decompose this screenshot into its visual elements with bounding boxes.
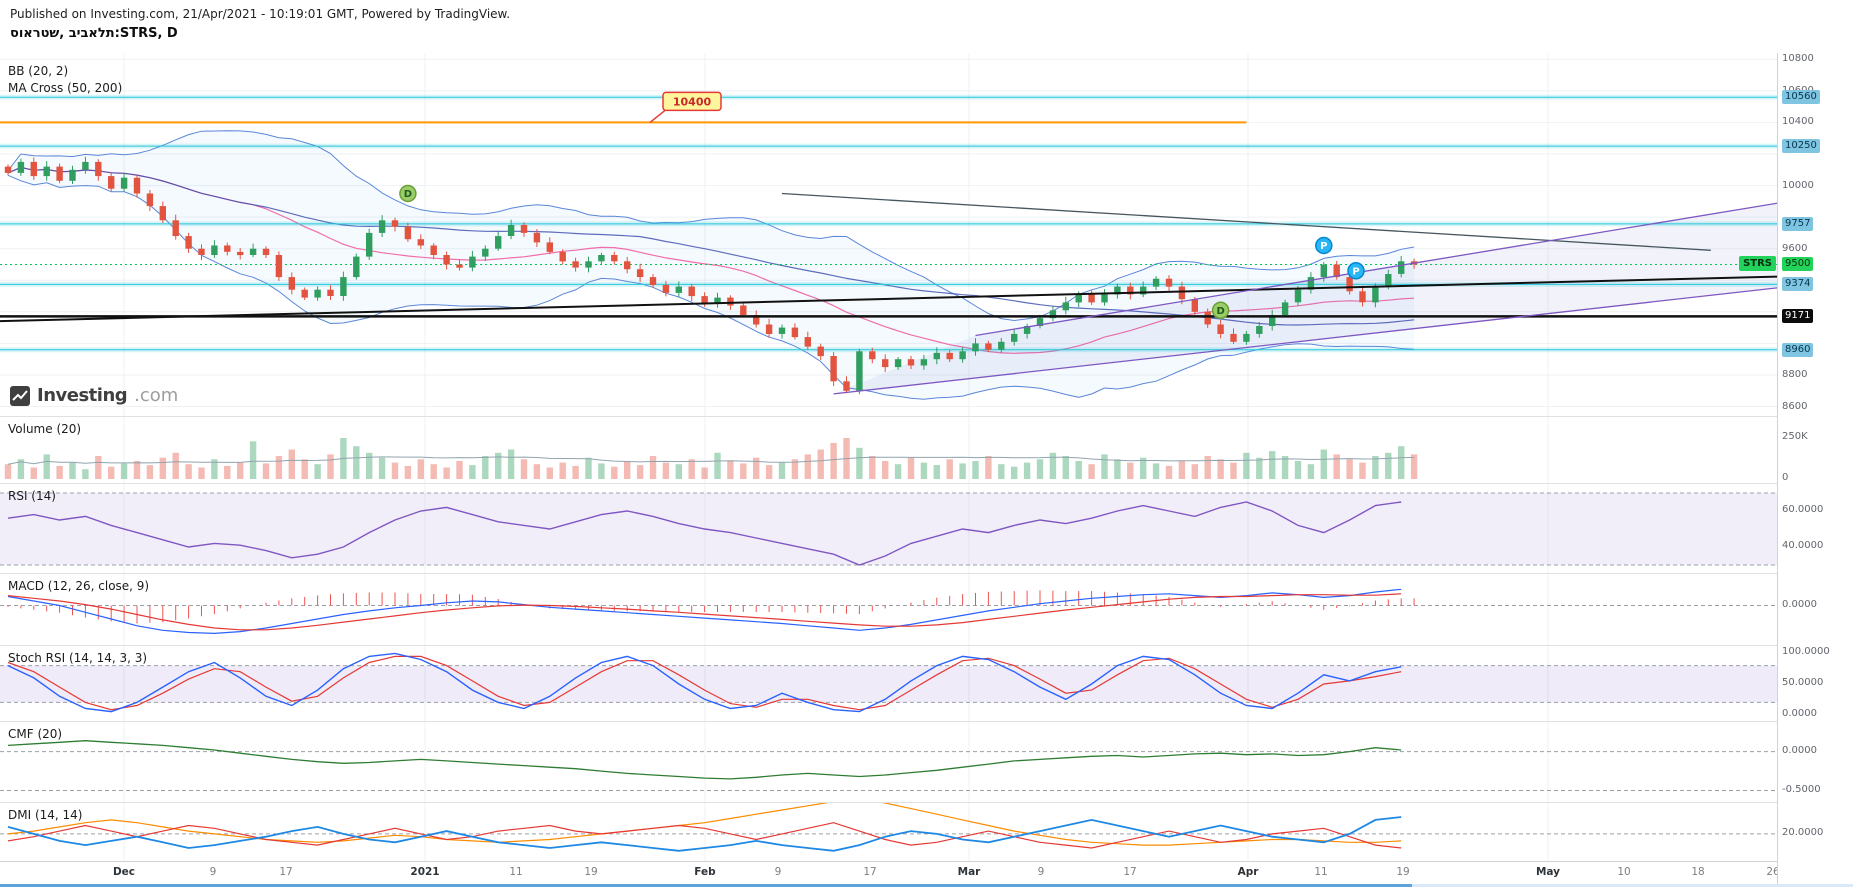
scrollbar-thumb[interactable] [0,884,1412,887]
macd-canvas [0,574,1777,645]
axis-label: 0 [1782,472,1789,483]
axis-label: 9500 [1782,257,1814,271]
axis-label: -0.5000 [1782,784,1821,795]
time-tick: 19 [584,866,598,878]
time-tick: 9 [774,866,782,878]
stoch-rsi-canvas [0,646,1777,721]
investing-logo-tld: .com [134,385,179,406]
investing-logo-text: Investing [37,385,128,406]
svg-text:D: D [404,189,412,200]
axis-label: 9171 [1782,309,1814,323]
time-tick: Mar [957,866,981,878]
axis-label: 40.0000 [1782,540,1824,551]
volume-canvas [4,417,1549,483]
axis-label: 20.0000 [1782,827,1824,838]
investing-logo-icon [10,385,30,406]
main-price-pane[interactable]: BB (20, 2) MA Cross (50, 200) Investing.… [0,53,1777,416]
svg-text:D: D [1216,306,1224,317]
header: Published on Investing.com, 21/Apr/2021 … [0,0,1853,53]
axis-label: 8600 [1782,401,1808,412]
dmi-canvas [0,803,1777,861]
axis-label: 10400 [1782,116,1814,127]
time-tick: 11 [1314,866,1328,878]
axis-label: 8800 [1782,369,1808,380]
published-line: Published on Investing.com, 21/Apr/2021 … [10,7,511,21]
volume-pane[interactable]: Volume (20) [0,416,1777,483]
investing-logo: Investing .com [10,385,178,406]
symbol-price-tag: STRS [1739,256,1776,271]
axis-label: 10000 [1782,180,1814,191]
axis-label: 10250 [1782,139,1820,153]
time-tick: 17 [863,866,877,878]
rsi-pane[interactable]: RSI (14) [0,483,1777,573]
time-tick: 9 [1037,866,1045,878]
symbol-title: תלאביב ,שטראוס:STRS, D [10,26,178,41]
price-axis: 1080010600104001000096008800860010560102… [1777,53,1853,884]
svg-text:P: P [1352,266,1359,277]
axis-label: 10800 [1782,53,1814,64]
time-tick: 2021 [410,866,440,878]
time-tick: Apr [1237,866,1259,878]
axis-label: 0.0000 [1782,708,1817,719]
axis-label: 50.0000 [1782,677,1824,688]
cmf-canvas [0,722,1777,802]
cmf-pane[interactable]: CMF (20) [0,721,1777,802]
axis-label: 9600 [1782,243,1808,254]
axis-label: 100.0000 [1782,646,1830,657]
time-tick: 19 [1396,866,1410,878]
time-tick: 11 [509,866,523,878]
time-tick: Feb [694,866,716,878]
time-tick: 18 [1691,866,1705,878]
rsi-canvas [0,484,1777,573]
time-tick: 17 [1123,866,1137,878]
macd-pane[interactable]: MACD (12, 26, close, 9) [0,573,1777,645]
time-tick: May [1535,866,1561,878]
svg-text:10400: 10400 [673,95,712,108]
axis-label: 8960 [1782,343,1814,357]
axis-label: 9374 [1782,277,1814,291]
time-tick: Dec [112,866,136,878]
dmi-pane[interactable]: DMI (14, 14) [0,802,1777,861]
svg-text:P: P [1320,241,1327,252]
axis-label: 250K [1782,431,1808,442]
time-tick: 17 [279,866,293,878]
axis-label: 0.0000 [1782,745,1817,756]
axis-label: 9757 [1782,217,1814,231]
time-tick: 26 [1766,866,1780,878]
time-tick: 10 [1617,866,1631,878]
time-tick: 9 [209,866,217,878]
axis-label: 10560 [1782,90,1820,104]
time-axis: Dec 9 17 2021 11 19 Feb 9 17 Mar 9 17 Apr 11 19 May 10 18… [0,861,1780,884]
stoch-rsi-pane[interactable]: Stoch RSI (14, 14, 3, 3) [0,645,1777,721]
main-chart-canvas: 10400 D D P P [0,53,1777,416]
axis-label: 0.0000 [1782,599,1817,610]
scrollbar [0,884,1853,887]
axis-label: 60.0000 [1782,504,1824,515]
